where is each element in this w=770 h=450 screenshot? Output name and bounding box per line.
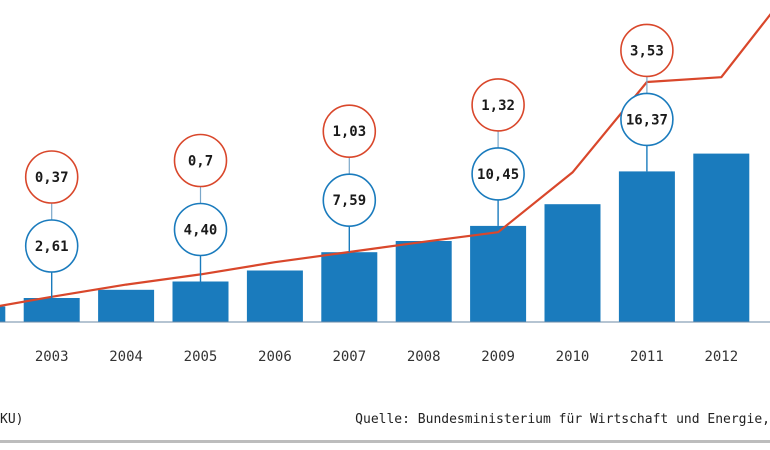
bar-value-2003-text: 2,61	[35, 239, 69, 255]
bar-2011	[618, 171, 675, 322]
x-tick-2003: 2003	[35, 349, 69, 365]
x-tick-2006: 2006	[258, 349, 292, 365]
x-tick-2008: 2008	[407, 349, 441, 365]
line-value-2011-text: 3,53	[630, 43, 664, 59]
bottom-divider	[0, 440, 770, 443]
bar-2003	[23, 298, 80, 322]
x-tick-2012: 2012	[704, 349, 738, 365]
line-value-2009-text: 1,32	[481, 98, 515, 114]
line-value-2005-text: 0,7	[188, 154, 213, 170]
bar-2010	[544, 204, 601, 322]
bar-value-2005-circle	[173, 202, 228, 257]
footer-unit-fragment: KU)	[0, 412, 24, 427]
bar-value-2003-circle	[24, 219, 79, 273]
bar-2004	[98, 289, 155, 322]
bar-2009	[470, 225, 527, 322]
bar-value-2011-text: 16,37	[626, 112, 668, 128]
x-tick-2005: 2005	[184, 349, 218, 365]
bar-2005	[172, 281, 229, 322]
x-tick-2007: 2007	[332, 349, 366, 365]
bar-value-2009-circle	[471, 147, 525, 201]
line-value-2007-circle	[322, 104, 377, 158]
bar-value-2009-text: 10,45	[477, 167, 519, 183]
bar-2002	[0, 306, 6, 322]
x-tick-2011: 2011	[630, 349, 664, 365]
bar-value-2011-circle	[620, 92, 674, 147]
bar-2007	[321, 252, 378, 322]
line-value-2003-circle	[24, 150, 79, 204]
line-series	[0, 13, 770, 307]
bar-value-2007-circle	[322, 173, 377, 227]
bar-2006	[246, 270, 303, 322]
x-tick-2004: 2004	[109, 349, 143, 365]
x-tick-2010: 2010	[556, 349, 590, 365]
bar-2008	[395, 241, 452, 322]
bar-value-2005-text: 4,40	[184, 223, 218, 239]
line-value-2007-text: 1,03	[332, 124, 366, 140]
source-note: Quelle: Bundesministerium für Wirtschaft…	[355, 412, 770, 427]
x-tick-2009: 2009	[481, 349, 515, 365]
line-value-2005-circle	[173, 133, 228, 188]
bar-value-2007-text: 7,59	[332, 193, 366, 209]
line-value-2011-circle	[620, 23, 674, 78]
line-value-2009-circle	[471, 78, 525, 132]
bar-2012	[693, 153, 750, 322]
line-value-2003-text: 0,37	[35, 170, 69, 186]
